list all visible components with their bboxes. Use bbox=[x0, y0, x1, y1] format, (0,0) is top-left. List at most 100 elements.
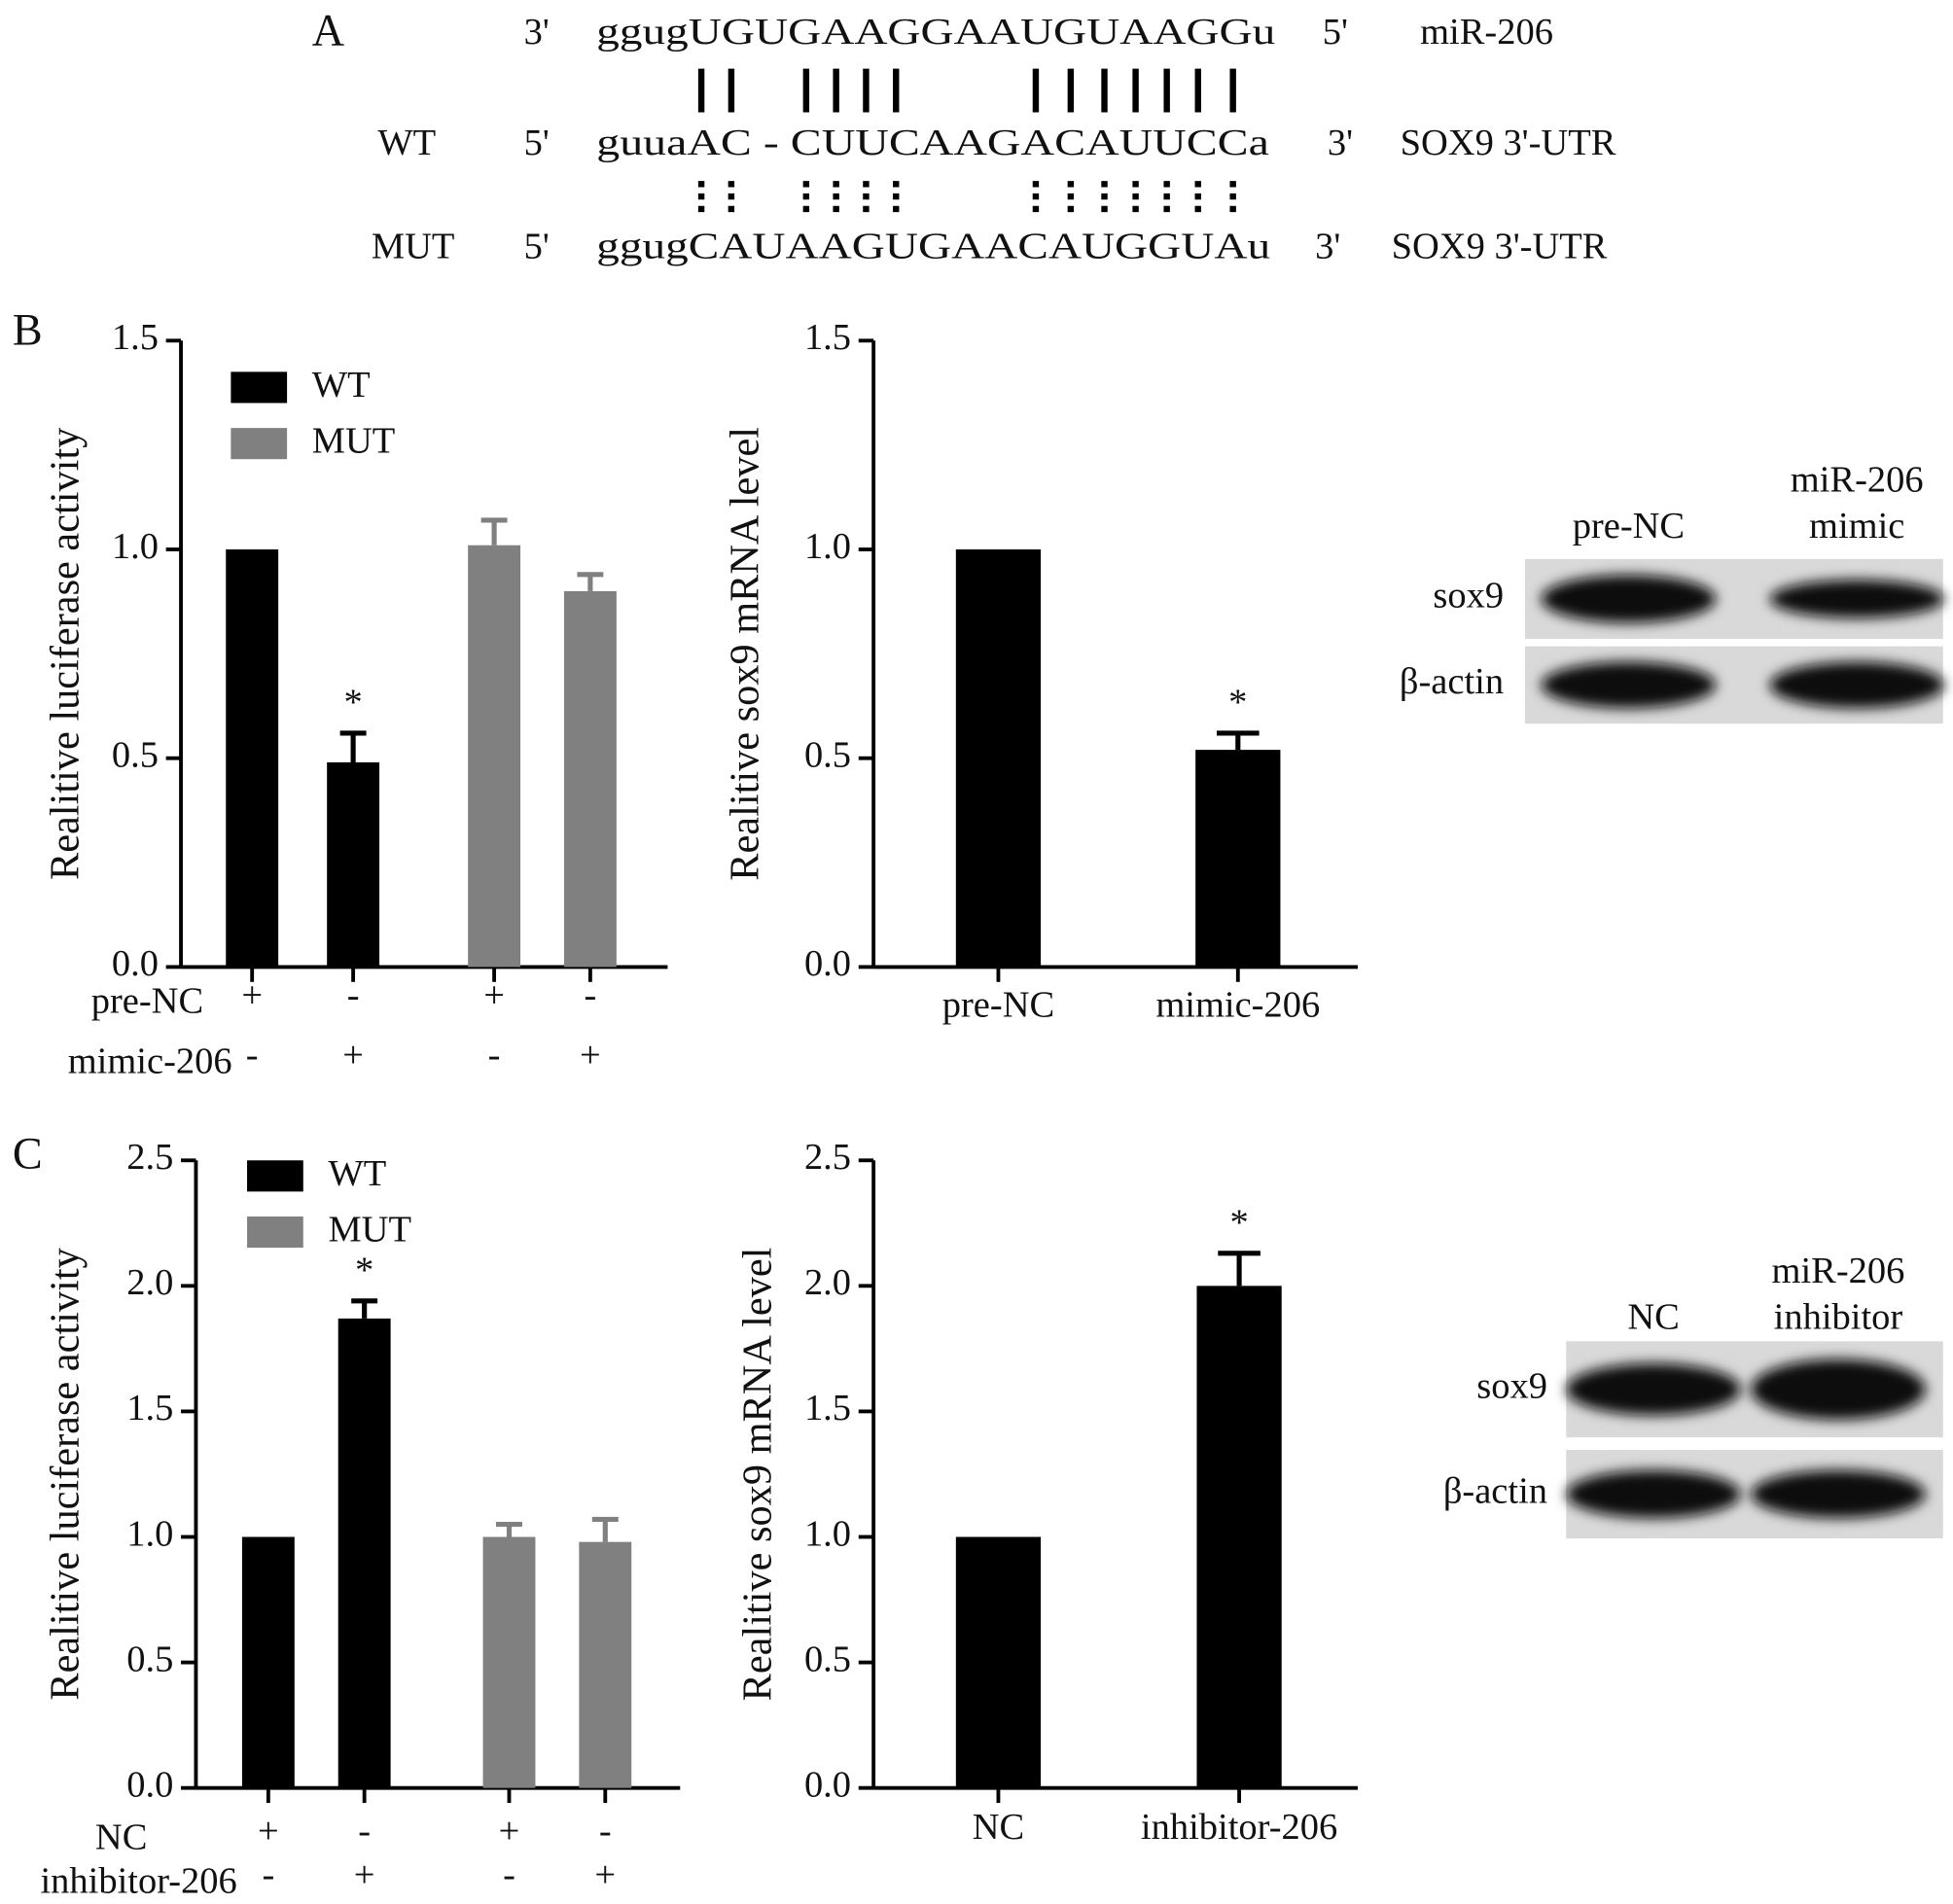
significance-mark: * bbox=[1228, 683, 1247, 723]
row-symbol: - bbox=[584, 974, 596, 1015]
legend-swatch bbox=[247, 1216, 303, 1249]
panel-label: C bbox=[13, 1128, 43, 1178]
blot-lane-label: miR-206 bbox=[1791, 459, 1924, 500]
prime-end: 5' bbox=[524, 123, 550, 163]
y-tick-label: 1.5 bbox=[804, 317, 851, 358]
y-axis-label: Realitive luciferase activity bbox=[42, 428, 88, 880]
y-axis-label: Realitive sox9 mRNA level bbox=[723, 427, 768, 881]
blot-lane-label: NC bbox=[1627, 1296, 1679, 1337]
blot-row-label: β-actin bbox=[1400, 661, 1504, 702]
sequence-label: SOX9 3'-UTR bbox=[1401, 123, 1616, 163]
row-symbol: + bbox=[342, 1035, 364, 1075]
row-symbol: - bbox=[599, 1811, 612, 1851]
pairing-lines bbox=[697, 68, 1236, 215]
row-symbol: + bbox=[241, 974, 263, 1015]
row-name: WT bbox=[377, 123, 436, 163]
y-axis-label: Realitive luciferase activity bbox=[42, 1248, 88, 1700]
y-tick-label: 0.5 bbox=[804, 1639, 851, 1679]
legend-label: WT bbox=[328, 1153, 386, 1194]
legend-label: MUT bbox=[328, 1210, 411, 1251]
error-bar bbox=[1216, 730, 1260, 751]
static-layer bbox=[697, 68, 1236, 215]
bar bbox=[241, 1536, 295, 1788]
blot-lane-label: mimic bbox=[1809, 506, 1904, 547]
bar bbox=[337, 1318, 391, 1788]
row-symbol: - bbox=[358, 1811, 371, 1851]
x-tick-label: pre-NC bbox=[942, 985, 1054, 1026]
prime-end: 3' bbox=[1328, 123, 1353, 163]
y-axis-label: Realitive sox9 mRNA level bbox=[734, 1248, 780, 1702]
y-tick-label: 0.0 bbox=[126, 1764, 173, 1805]
error-bar bbox=[1218, 1251, 1261, 1287]
y-tick-label: 0.0 bbox=[804, 943, 851, 984]
significance-mark: * bbox=[355, 1250, 373, 1290]
prime-end: 3' bbox=[524, 12, 550, 53]
error-bar bbox=[496, 1522, 522, 1537]
blot-band bbox=[1541, 661, 1717, 709]
blot-band bbox=[1541, 575, 1717, 623]
legend-swatch bbox=[247, 1160, 303, 1192]
bar bbox=[482, 1536, 536, 1788]
blot-band bbox=[1769, 661, 1945, 709]
y-tick-label: 0.5 bbox=[804, 735, 851, 776]
bar bbox=[955, 1536, 1042, 1788]
row-symbol: - bbox=[262, 1854, 274, 1895]
y-tick-label: 2.0 bbox=[804, 1262, 851, 1303]
blot-row-label: β-actin bbox=[1443, 1470, 1547, 1511]
prime-end: 5' bbox=[524, 226, 550, 266]
panel-label: A bbox=[312, 6, 345, 55]
blot-band bbox=[1751, 1469, 1926, 1519]
sequence-label: SOX9 3'-UTR bbox=[1392, 226, 1608, 266]
row-symbol: + bbox=[354, 1854, 375, 1895]
blot-band bbox=[1566, 1469, 1741, 1519]
sequence: guuaAC - CUUCAAGACAUUCCa bbox=[596, 123, 1269, 163]
blot-lane-label: miR-206 bbox=[1772, 1251, 1905, 1291]
x-tick-label: NC bbox=[973, 1807, 1024, 1848]
sequence-label: miR-206 bbox=[1420, 12, 1553, 53]
row-symbol: + bbox=[580, 1035, 601, 1075]
bar bbox=[579, 1541, 632, 1788]
y-tick-label: 2.5 bbox=[126, 1137, 173, 1178]
row-symbol: + bbox=[594, 1854, 616, 1895]
significance-mark: * bbox=[343, 683, 362, 723]
prime-end: 5' bbox=[1323, 12, 1348, 53]
error-bar bbox=[480, 517, 508, 546]
bar bbox=[955, 548, 1042, 968]
row-symbol: - bbox=[488, 1035, 501, 1075]
error-bar bbox=[351, 1298, 378, 1319]
legend-label: MUT bbox=[312, 421, 396, 462]
y-tick-label: 0.5 bbox=[126, 1639, 173, 1679]
blot-band bbox=[1566, 1363, 1741, 1416]
row-label: mimic-206 bbox=[68, 1040, 232, 1081]
y-tick-label: 1.0 bbox=[112, 526, 159, 567]
legend-label: WT bbox=[312, 365, 371, 405]
y-tick-label: 1.5 bbox=[112, 317, 159, 358]
row-symbol: + bbox=[499, 1811, 520, 1851]
bar bbox=[1196, 1286, 1282, 1788]
blot-lane-label: inhibitor bbox=[1774, 1296, 1903, 1337]
error-bar bbox=[577, 572, 604, 591]
bar bbox=[327, 761, 380, 968]
sequence: ggugUGUGAAGGAAUGUAAGGu bbox=[596, 12, 1275, 53]
row-label: NC bbox=[95, 1816, 147, 1857]
x-tick-label: inhibitor-206 bbox=[1141, 1807, 1337, 1848]
row-label: pre-NC bbox=[91, 981, 203, 1022]
y-tick-label: 1.5 bbox=[126, 1388, 173, 1428]
bar bbox=[468, 545, 521, 968]
sequence: ggugCAUAAGUGAACAUGGUAu bbox=[596, 226, 1270, 266]
row-label: inhibitor-206 bbox=[40, 1860, 236, 1901]
y-tick-label: 2.5 bbox=[804, 1137, 851, 1178]
row-name: MUT bbox=[372, 226, 455, 266]
y-tick-label: 2.0 bbox=[126, 1262, 173, 1303]
row-symbol: - bbox=[347, 974, 360, 1015]
y-tick-label: 0.0 bbox=[804, 1764, 851, 1805]
y-tick-label: 1.0 bbox=[804, 1513, 851, 1554]
prime-end: 3' bbox=[1315, 226, 1340, 266]
blot-row-label: sox9 bbox=[1476, 1366, 1547, 1407]
y-tick-label: 0.5 bbox=[112, 735, 159, 776]
y-tick-label: 1.0 bbox=[126, 1513, 173, 1554]
row-symbol: + bbox=[258, 1811, 279, 1851]
y-tick-label: 1.0 bbox=[804, 526, 851, 567]
y-tick-label: 0.0 bbox=[112, 943, 159, 984]
